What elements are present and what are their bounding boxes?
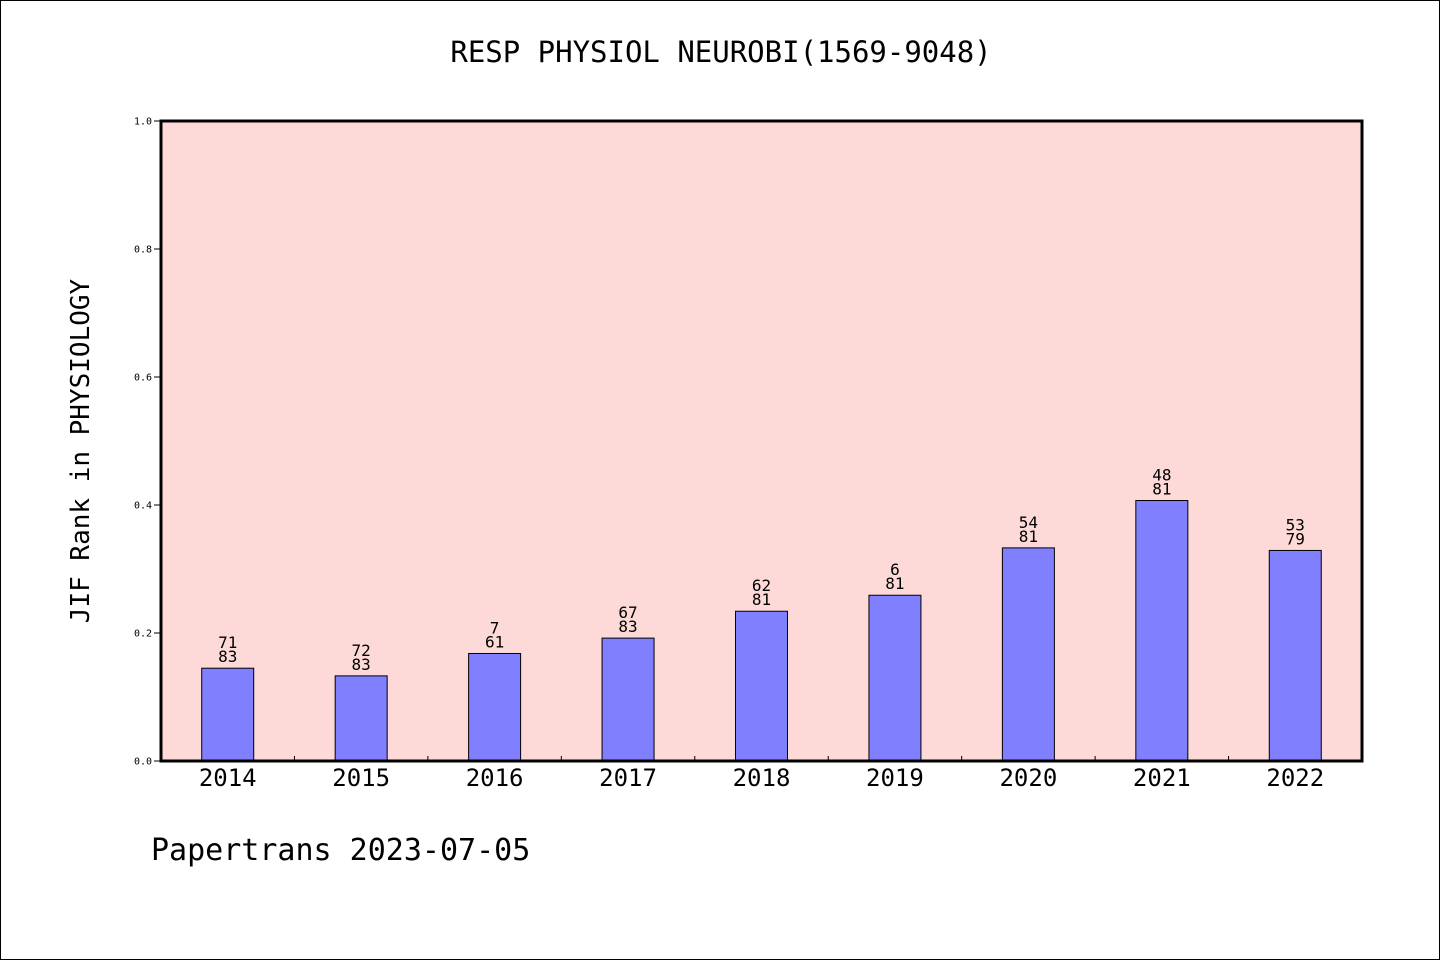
x-tick-label: 2019 bbox=[866, 764, 924, 792]
bar-rank-label: 71 bbox=[218, 633, 237, 652]
x-tick-label: 2015 bbox=[332, 764, 390, 792]
x-tick-label: 2022 bbox=[1266, 764, 1324, 792]
footer-text: Papertrans 2023-07-05 bbox=[151, 833, 531, 868]
bar bbox=[334, 675, 388, 762]
bar-total-label: 81 bbox=[752, 590, 771, 609]
bar bbox=[601, 637, 655, 762]
y-tick-label: 0.4 bbox=[134, 501, 152, 512]
y-tick-label: 0.2 bbox=[134, 629, 152, 640]
y-tick-label: 1.0 bbox=[134, 117, 152, 128]
x-tick-label: 2018 bbox=[733, 764, 791, 792]
bar-total-label: 81 bbox=[1152, 480, 1171, 499]
x-tick-label: 2021 bbox=[1133, 764, 1191, 792]
bar-rank-label: 54 bbox=[1019, 513, 1038, 532]
bar-rank-label: 6 bbox=[890, 560, 900, 579]
bar-total-label: 83 bbox=[618, 617, 637, 636]
bar bbox=[868, 594, 922, 762]
x-tick-label: 2014 bbox=[199, 764, 257, 792]
bar-rank-label: 48 bbox=[1152, 466, 1171, 485]
y-tick-label: 0.8 bbox=[134, 245, 152, 256]
bar-rank-label: 7 bbox=[490, 618, 500, 637]
bar-rank-label: 62 bbox=[752, 576, 771, 595]
bar bbox=[735, 610, 788, 762]
bar-total-label: 81 bbox=[885, 574, 904, 593]
bar bbox=[1001, 547, 1055, 762]
bar bbox=[201, 667, 255, 762]
bar-rank-label: 67 bbox=[618, 603, 637, 622]
plot-border bbox=[159, 119, 1364, 763]
bar bbox=[1268, 549, 1322, 762]
bar-rank-label: 53 bbox=[1286, 515, 1305, 534]
chart-title: RESP PHYSIOL NEUROBI(1569-9048) bbox=[450, 35, 992, 69]
x-tick-label: 2020 bbox=[999, 764, 1057, 792]
bar bbox=[1135, 500, 1189, 762]
bar-total-label: 81 bbox=[1019, 527, 1038, 546]
bar bbox=[468, 652, 522, 762]
bar-total-label: 83 bbox=[352, 655, 371, 674]
bar-rank-label: 72 bbox=[352, 641, 371, 660]
bar-total-label: 83 bbox=[218, 647, 237, 666]
bar-total-label: 61 bbox=[485, 632, 504, 651]
y-tick-label: 0.6 bbox=[134, 373, 152, 384]
x-tick-label: 2017 bbox=[599, 764, 657, 792]
x-tick-label: 2016 bbox=[466, 764, 524, 792]
y-tick-label: 0.0 bbox=[134, 757, 152, 768]
bar-total-label: 79 bbox=[1286, 529, 1305, 548]
